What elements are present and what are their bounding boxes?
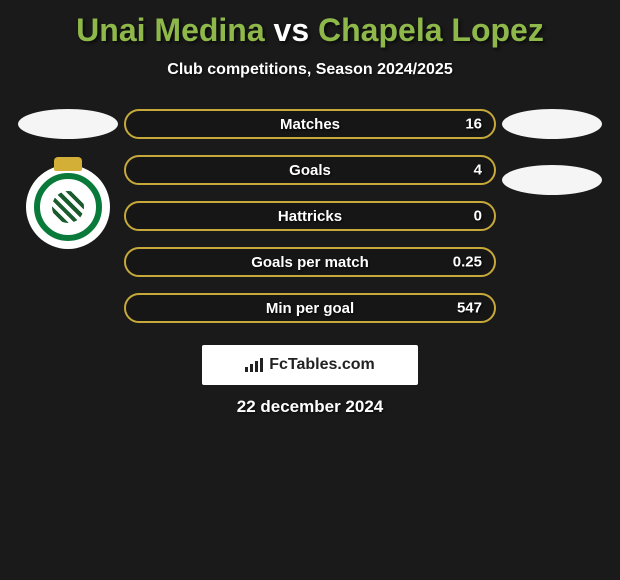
left-badge-column — [18, 109, 118, 249]
right-badge-column — [502, 109, 602, 195]
stat-bar: Min per goal 547 — [124, 293, 496, 323]
stat-label: Matches — [280, 116, 340, 133]
stats-column: Matches 16 Goals 4 Hattricks 0 Goals per match… — [118, 109, 502, 323]
stat-label: Goals — [289, 162, 331, 179]
title-player2: Chapela Lopez — [318, 12, 544, 48]
stat-right-value: 0 — [474, 208, 482, 225]
stat-label: Hattricks — [278, 208, 342, 225]
title-player1: Unai Medina — [76, 12, 264, 48]
stat-right-value: 4 — [474, 162, 482, 179]
brand-logo-box: FcTables.com — [202, 345, 418, 385]
stat-bar: Matches 16 — [124, 109, 496, 139]
stat-label: Min per goal — [266, 300, 354, 317]
stat-bar: Hattricks 0 — [124, 201, 496, 231]
bar-chart-icon — [245, 358, 263, 372]
club-crest-icon — [26, 165, 110, 249]
team-badge-oval-left — [18, 109, 118, 139]
stat-bar: Goals per match 0.25 — [124, 247, 496, 277]
stat-right-value: 0.25 — [453, 254, 482, 271]
stat-label: Goals per match — [251, 254, 369, 271]
stat-right-value: 547 — [457, 300, 482, 317]
team-badge-oval-right-1 — [502, 109, 602, 139]
title-vs: vs — [274, 12, 310, 48]
date-label: 22 december 2024 — [10, 397, 610, 417]
page-title: Unai Medina vs Chapela Lopez — [10, 12, 610, 49]
stat-bar: Goals 4 — [124, 155, 496, 185]
stat-right-value: 16 — [465, 116, 482, 133]
main-row: Matches 16 Goals 4 Hattricks 0 Goals per match… — [10, 109, 610, 323]
brand-logo-text: FcTables.com — [269, 356, 375, 374]
page-root: Unai Medina vs Chapela Lopez Club compet… — [0, 0, 620, 425]
subtitle: Club competitions, Season 2024/2025 — [10, 61, 610, 79]
team-badge-oval-right-2 — [502, 165, 602, 195]
